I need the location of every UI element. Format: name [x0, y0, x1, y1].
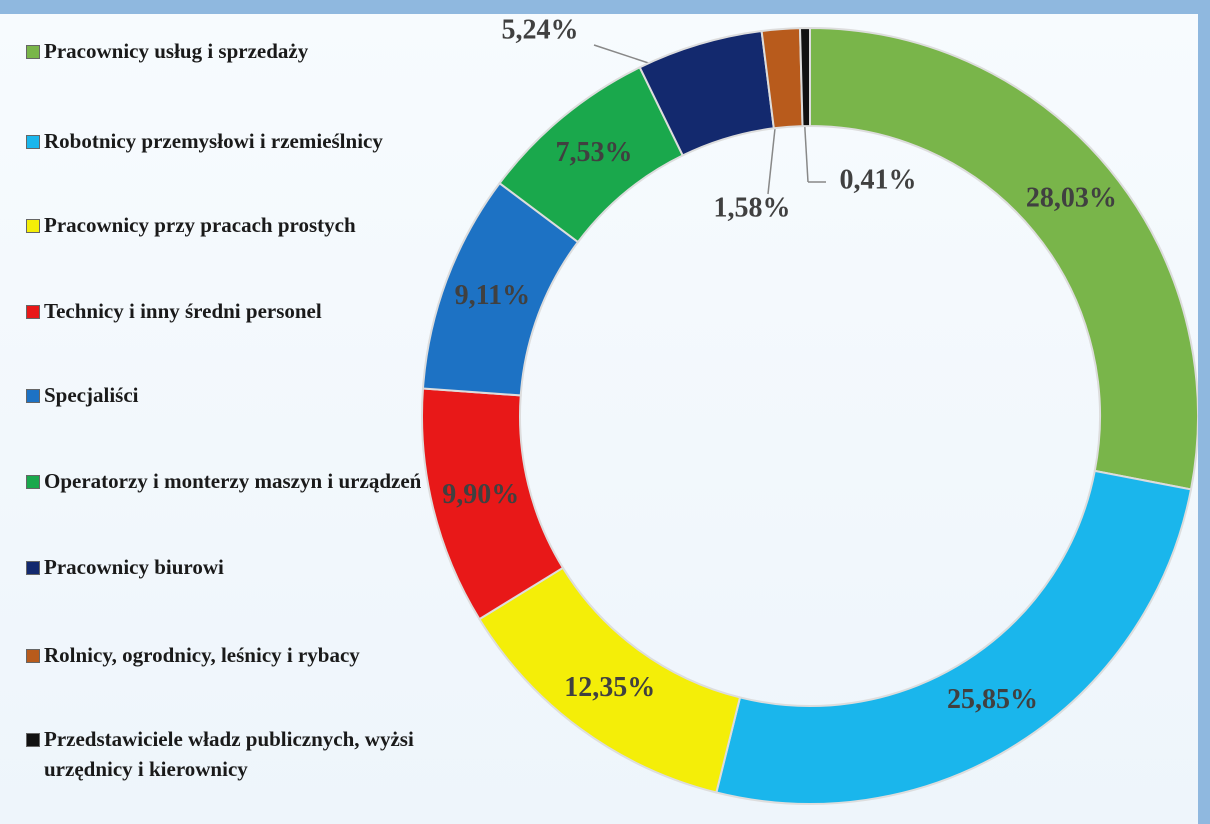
legend-swatch [26, 219, 40, 233]
data-label: 0,41% [840, 164, 917, 195]
chart-area: 28,03% 25,85% 12,35% 9,90% 9,11% 7,53% 5,24% 1,… [0, 14, 1198, 824]
data-label: 1,58% [714, 192, 791, 223]
legend-label: Rolnicy, ogrodnicy, leśnicy i rybacy [44, 643, 360, 667]
legend-label: Specjaliści [44, 383, 139, 407]
data-label: 5,24% [502, 14, 579, 45]
donut-segment [715, 469, 1193, 805]
legend-item: Pracownicy przy pracach prostych [26, 210, 434, 240]
legend-swatch [26, 135, 40, 149]
legend-swatch [26, 305, 40, 319]
legend-item: Operatorzy i monterzy maszyn i urządzeń [26, 466, 434, 496]
legend-label: Robotnicy przemysłowi i rzemieślnicy [44, 129, 383, 153]
legend-swatch [26, 561, 40, 575]
legend-item: Rolnicy, ogrodnicy, leśnicy i rybacy [26, 640, 434, 670]
legend-item: Pracownicy biurowi [26, 552, 434, 582]
data-label: 28,03% [1026, 183, 1117, 214]
legend-swatch [26, 475, 40, 489]
legend-swatch [26, 389, 40, 403]
legend-label: Pracownicy usług i sprzedaży [44, 39, 309, 63]
chart: 28,03% 25,85% 12,35% 9,90% 9,11% 7,53% 5,24% 1,… [421, 14, 1198, 805]
legend-item: Technicy i inny średni personel [26, 296, 434, 326]
legend-label: Pracownicy przy pracach prostych [44, 213, 356, 237]
legend-label: Technicy i inny średni personel [44, 299, 322, 323]
donut-segment [798, 26, 811, 128]
legend-item: Przedstawiciele władz publicznych, wyżsi… [26, 724, 434, 784]
data-label: 9,90% [442, 479, 519, 510]
legend-swatch [26, 45, 40, 59]
legend-label: Operatorzy i monterzy maszyn i urządzeń [44, 469, 422, 493]
legend-item: Pracownicy usług i sprzedaży [26, 36, 434, 66]
legend-label: Przedstawiciele władz publicznych, wyżsi… [44, 727, 414, 781]
data-label: 12,35% [564, 672, 655, 703]
legend-item: Robotnicy przemysłowi i rzemieślnicy [26, 126, 434, 156]
data-label: 9,11% [455, 280, 530, 311]
legend-swatch [26, 733, 40, 747]
legend-swatch [26, 649, 40, 663]
legend-label: Pracownicy biurowi [44, 555, 224, 579]
donut-segment [809, 26, 1198, 491]
legend-item: Specjaliści [26, 380, 434, 410]
data-label: 7,53% [555, 137, 632, 168]
data-label: 25,85% [947, 684, 1038, 715]
